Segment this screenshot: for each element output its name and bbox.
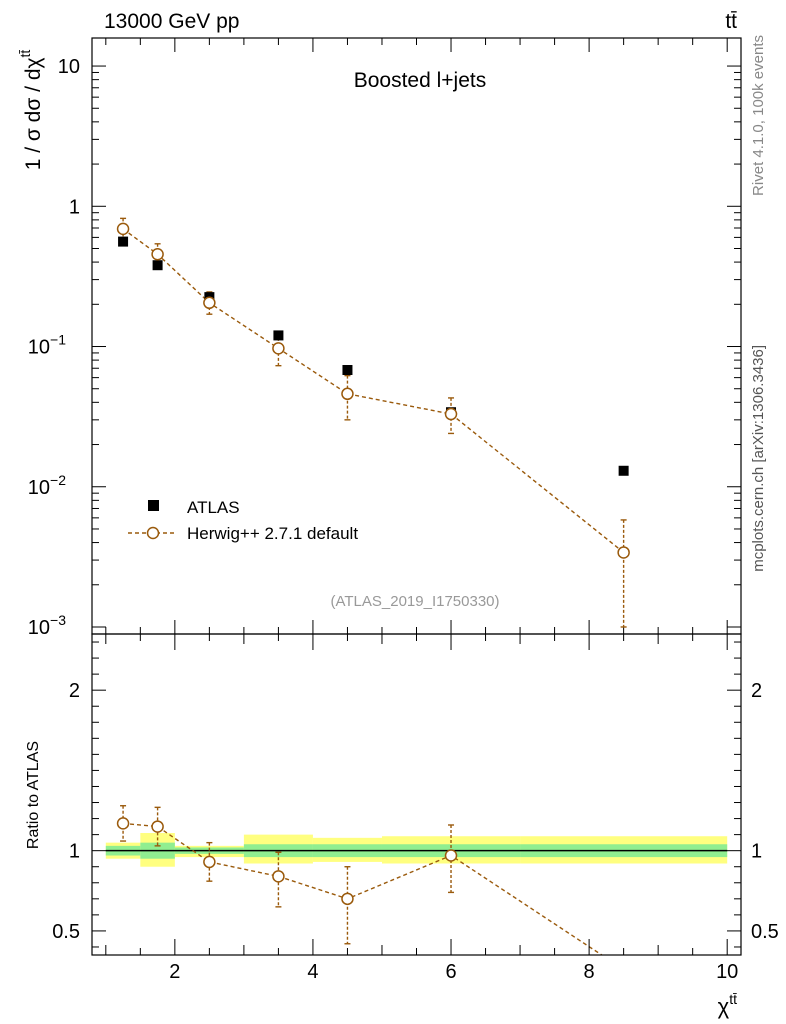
mc-data-point	[116, 222, 130, 236]
legend-mc-label: Herwig++ 2.7.1 default	[187, 524, 358, 543]
ratio-mc-point	[203, 855, 216, 869]
ratio-y-tick-label: 2	[69, 680, 80, 702]
mc-data-point	[272, 342, 285, 355]
ratio-panel: 2 2 1 1 0.5 0.5 2 4 6 8 10 Ratio to ATLAS χtt̄	[25, 633, 779, 1019]
x-tick-label: 6	[445, 961, 456, 983]
main-ylabel: 1 / σ dσ / dχtt̄	[17, 50, 45, 171]
mc-data-point	[203, 296, 216, 310]
x-tick-label: 4	[307, 961, 318, 983]
y-tick-label: 10−1	[28, 332, 66, 359]
ratio-plot-area	[105, 805, 728, 955]
main-title: Boosted l+jets	[354, 69, 487, 92]
ratio-frame	[91, 633, 742, 956]
main-panel: 10 1 10−1 10−2 10−3 1 / σ dσ / dχtt̄ Boosted l…	[17, 37, 742, 639]
ratio-mc-point	[116, 817, 130, 830]
ratio-y-tick-label: 1	[69, 841, 80, 863]
x-tick-label: 2	[169, 961, 180, 983]
analysis-label: (ATLAS_2019_I1750330)	[330, 593, 499, 610]
ratio-y-tick-label: 0.5	[52, 921, 80, 943]
atlas-data-point	[152, 260, 163, 271]
ratio-mc-point	[341, 892, 354, 906]
ratio-mc-point	[272, 870, 285, 883]
mcplots-label: mcplots.cern.ch [arXiv:1306.3436]	[750, 345, 767, 572]
rivet-label: Rivet 4.1.0, 100k events	[750, 35, 767, 196]
ratio-mc-point	[444, 849, 458, 862]
atlas-data-point	[618, 465, 629, 476]
y-tick-label: 10−2	[28, 472, 66, 499]
y-tick-label: 10	[58, 56, 80, 78]
ratio-y-tick-label-right: 1	[751, 841, 762, 863]
x-tick-label: 8	[584, 961, 595, 983]
mc-data-point	[151, 247, 164, 261]
atlas-data-point	[118, 236, 129, 247]
ratio-y-tick-label-right: 2	[751, 680, 762, 702]
energy-label: 13000 GeV pp	[104, 10, 239, 33]
mc-data-point	[444, 407, 458, 421]
atlas-data-point	[342, 365, 353, 376]
legend-mc-marker	[146, 526, 160, 540]
mc-data-point	[617, 546, 630, 559]
x-tick-label: 10	[716, 961, 738, 983]
ratio-mc-point	[151, 820, 164, 833]
ratio-ylabel: Ratio to ATLAS	[25, 741, 42, 849]
process-label: tt̄	[725, 10, 737, 33]
y-tick-label: 10−3	[28, 612, 66, 639]
y-tick-label: 1	[69, 196, 80, 218]
legend-atlas-label: ATLAS	[187, 498, 240, 517]
atlas-data-point	[273, 330, 284, 341]
mc-data-point	[341, 387, 354, 401]
x-axis-label: χtt̄	[718, 991, 737, 1019]
main-frame	[91, 37, 742, 635]
ratio-y-tick-label-right: 0.5	[751, 921, 779, 943]
legend-atlas-marker	[148, 500, 159, 511]
